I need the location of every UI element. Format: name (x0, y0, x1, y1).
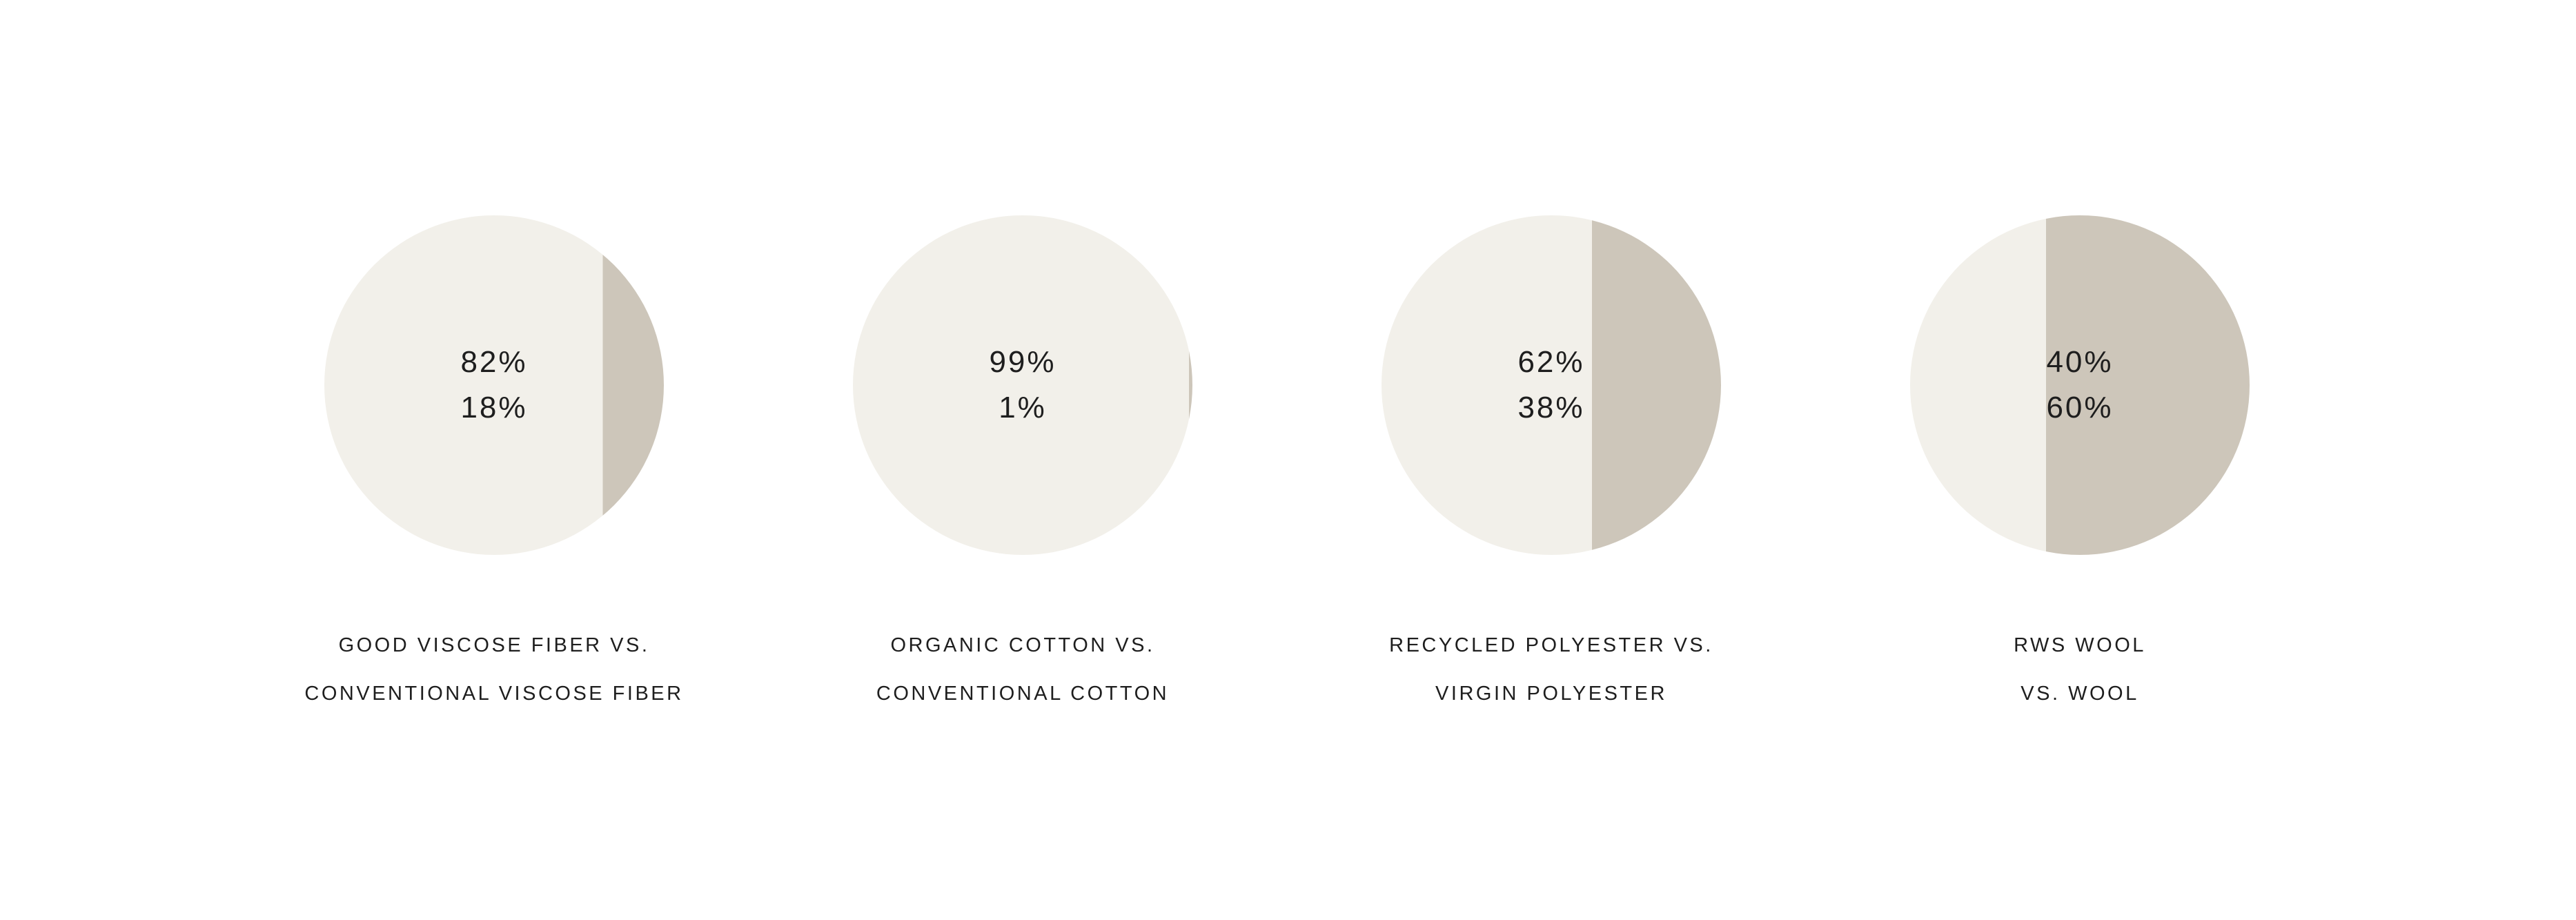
split-circle-cotton: 99% 1% (853, 215, 1192, 555)
secondary-value: 18% (460, 391, 528, 424)
primary-value: 40% (2046, 345, 2114, 379)
chart-caption: RECYCLED POLYESTER VS. VIRGIN POLYESTER (1389, 621, 1713, 718)
secondary-value: 38% (1517, 391, 1585, 424)
caption-line-2: CONVENTIONAL VISCOSE FIBER (304, 683, 684, 705)
split-circle-wool: 40% 60% (1910, 215, 2250, 555)
caption-line-1: RECYCLED POLYESTER VS. (1389, 634, 1713, 656)
caption-line-1: ORGANIC COTTON VS. (890, 634, 1155, 656)
caption-line-2: CONVENTIONAL COTTON (876, 683, 1170, 705)
chart-rws-wool: 40% 60% RWS WOOL VS. WOOL (1816, 0, 2344, 718)
value-labels: 82% 18% (460, 340, 527, 431)
caption-line-2: VS. WOOL (2021, 683, 2139, 705)
caption-line-2: VIRGIN POLYESTER (1435, 683, 1667, 705)
chart-good-viscose: 82% 18% GOOD VISCOSE FIBER VS. CONVENTIO… (230, 0, 758, 718)
chart-recycled-polyester: 62% 38% RECYCLED POLYESTER VS. VIRGIN PO… (1287, 0, 1816, 718)
chart-caption: GOOD VISCOSE FIBER VS. CONVENTIONAL VISC… (304, 621, 683, 718)
secondary-value: 1% (999, 391, 1047, 424)
caption-line-1: RWS WOOL (2014, 634, 2146, 656)
caption-line-1: GOOD VISCOSE FIBER VS. (338, 634, 650, 656)
value-labels: 62% 38% (1517, 340, 1584, 431)
chart-caption: ORGANIC COTTON VS. CONVENTIONAL COTTON (876, 621, 1169, 718)
split-circle-viscose: 82% 18% (324, 215, 664, 555)
split-circle-polyester: 62% 38% (1382, 215, 1721, 555)
primary-value: 99% (989, 345, 1056, 379)
secondary-value: 60% (2046, 391, 2114, 424)
value-labels: 99% 1% (989, 340, 1056, 431)
primary-value: 62% (1517, 345, 1585, 379)
chart-caption: RWS WOOL VS. WOOL (2014, 621, 2146, 718)
chart-organic-cotton: 99% 1% ORGANIC COTTON VS. CONVENTIONAL C… (758, 0, 1287, 718)
primary-value: 82% (460, 345, 528, 379)
pie-chart-row: 82% 18% GOOD VISCOSE FIBER VS. CONVENTIO… (230, 0, 2344, 718)
value-labels: 40% 60% (2046, 340, 2113, 431)
